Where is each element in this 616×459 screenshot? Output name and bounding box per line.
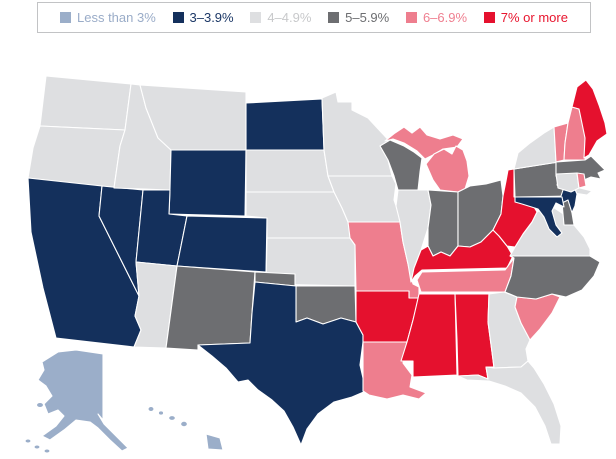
hawaii-island-kauai — [147, 405, 155, 413]
legend-item-3-3_9: 3–3.9% — [172, 10, 234, 25]
state-new-mexico — [165, 265, 256, 351]
state-connecticut — [555, 172, 580, 193]
legend-label: 5–5.9% — [345, 10, 390, 25]
state-maryland — [514, 196, 565, 238]
state-wyoming — [168, 149, 247, 217]
legend-item-5-5_9: 5–5.9% — [328, 11, 389, 24]
legend-label: 3–3.9% — [189, 10, 234, 25]
state-minnesota — [321, 91, 395, 177]
legend-label: 6–6.9% — [422, 10, 468, 25]
state-texas — [197, 281, 367, 446]
aleutian-island — [33, 444, 41, 450]
state-florida — [457, 360, 562, 445]
hawaii-island-oahu — [157, 410, 165, 416]
state-alaska — [37, 349, 129, 452]
state-oregon — [27, 125, 126, 189]
hawaii-island-molokai — [168, 415, 176, 421]
legend-swatch-7-or-more-icon — [483, 12, 495, 23]
alaska-island — [35, 401, 45, 409]
aleutian-island — [24, 438, 32, 444]
hawaii-island-hawaii — [205, 433, 224, 451]
state-colorado — [176, 215, 268, 273]
legend-swatch-5-5_9-icon — [328, 12, 340, 23]
legend-swatch-less-than-3-icon — [60, 12, 71, 23]
legend-item-4-4_9: 4–4.9% — [250, 11, 311, 24]
state-michigan-upper-peninsula — [384, 126, 464, 160]
state-kentucky — [410, 229, 514, 283]
hawaii-island-maui — [180, 420, 188, 428]
legend-item-7-or-more: 7% or more — [483, 10, 568, 25]
state-indiana — [427, 189, 459, 257]
state-maine — [571, 79, 608, 159]
legend-item-less-than-3: Less than 3% — [60, 11, 156, 24]
legend-item-6-6_9: 6–6.9% — [405, 10, 468, 25]
legend: Less than 3% 3–3.9% 4–4.9% 5–5.9% 6–6.9%… — [37, 2, 591, 33]
state-rhode-island — [576, 172, 587, 189]
state-delaware — [561, 199, 575, 226]
state-michigan-lower-peninsula — [425, 145, 470, 193]
aleutian-island — [43, 448, 51, 454]
state-wisconsin — [379, 139, 423, 191]
legend-swatch-4-4_9-icon — [250, 12, 262, 23]
states-group — [24, 75, 608, 454]
state-washington — [39, 75, 132, 131]
state-north-carolina — [504, 255, 601, 300]
legend-swatch-6-6_9-icon — [405, 12, 417, 23]
state-south-dakota — [245, 149, 335, 193]
state-north-dakota — [245, 98, 325, 151]
legend-swatch-3-3_9-icon — [172, 12, 184, 23]
legend-label: 7% or more — [500, 10, 568, 25]
legend-label: 4–4.9% — [267, 10, 312, 25]
legend-label: Less than 3% — [77, 10, 156, 25]
